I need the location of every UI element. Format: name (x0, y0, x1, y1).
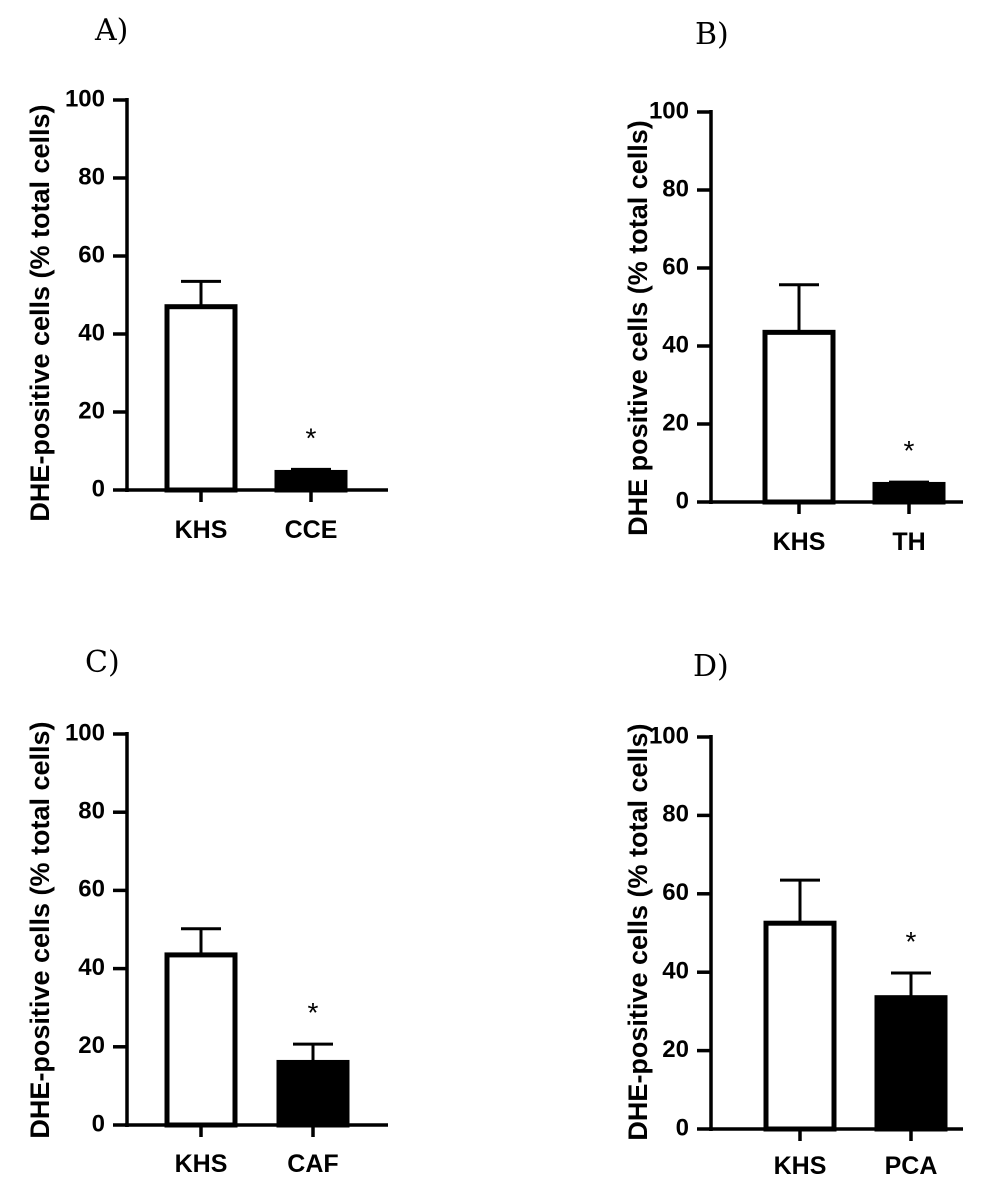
y-tick-label: 60 (78, 241, 105, 268)
chart-panel-1: A) DHE-positive cells (% total cells) KHS *… (25, 13, 388, 544)
significance-marker: * (308, 997, 319, 1028)
y-tick-label: 80 (78, 163, 105, 190)
x-tick-label: TH (892, 528, 925, 556)
y-tick-label: 0 (92, 475, 105, 502)
significance-marker: * (904, 435, 915, 466)
bar-khs (763, 920, 837, 1132)
y-tick-label: 20 (662, 409, 689, 436)
x-tick-label: CAF (287, 1150, 338, 1178)
y-tick-label: 60 (662, 879, 689, 906)
y-tick-label: 20 (78, 1032, 105, 1059)
y-tick-label: 0 (676, 487, 689, 514)
y-tick-label: 40 (78, 319, 105, 346)
chart-panel-4: D) DHE-positive cells (% total cells) KHS *… (623, 649, 963, 1180)
y-axis-label: DHE positive cells (% total cells) (623, 120, 653, 536)
x-tick-label: KHS (774, 1152, 827, 1180)
y-tick-label: 40 (662, 331, 689, 358)
panel-label: C) (85, 645, 120, 680)
panel-label: B) (695, 17, 729, 52)
y-tick-label: 100 (65, 719, 105, 746)
bar-caf (276, 1059, 350, 1128)
panel-label: A) (94, 13, 128, 48)
significance-marker: * (306, 422, 317, 453)
bar-khs (164, 304, 238, 493)
y-tick-label: 40 (662, 958, 689, 985)
bar-khs (164, 952, 238, 1128)
y-tick-label: 0 (92, 1110, 105, 1137)
y-tick-label: 100 (65, 85, 105, 112)
y-tick-label: 80 (662, 175, 689, 202)
bar-pca (874, 995, 948, 1132)
bar-cce (274, 469, 348, 493)
y-tick-label: 80 (662, 801, 689, 828)
x-tick-label: PCA (885, 1152, 938, 1180)
y-axis-label: DHE-positive cells (% total cells) (25, 721, 55, 1138)
bar-th (872, 481, 946, 505)
chart-panel-3: C) DHE-positive cells (% total cells) KHS *… (25, 645, 388, 1178)
x-tick-label: KHS (175, 1150, 228, 1178)
y-tick-label: 40 (78, 954, 105, 981)
y-tick-label: 100 (649, 97, 689, 124)
y-tick-label: 0 (676, 1114, 689, 1141)
bar-khs (762, 329, 836, 505)
panel-label: D) (693, 649, 729, 684)
x-tick-label: KHS (773, 528, 826, 556)
significance-marker: * (906, 926, 917, 957)
y-axis-label: DHE-positive cells (% total cells) (25, 104, 55, 521)
y-tick-label: 20 (78, 397, 105, 424)
y-tick-label: 80 (78, 798, 105, 825)
y-tick-label: 60 (662, 253, 689, 280)
y-tick-label: 60 (78, 876, 105, 903)
y-axis-label: DHE-positive cells (% total cells) (623, 723, 653, 1140)
x-tick-label: KHS (175, 516, 228, 544)
y-tick-label: 20 (662, 1036, 689, 1063)
chart-panel-2: B) DHE positive cells (% total cells) KHS *… (623, 17, 963, 556)
x-tick-label: CCE (285, 516, 338, 544)
y-tick-label: 100 (649, 722, 689, 749)
